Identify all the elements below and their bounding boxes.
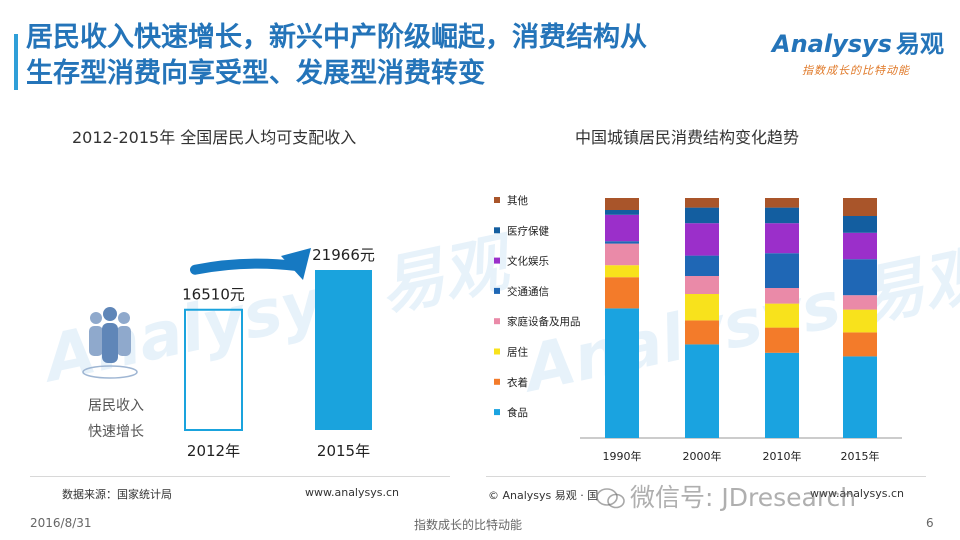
stack-segment-医疗保健 [765,207,799,224]
stack-segment-其他 [765,198,799,208]
website-url-right[interactable]: www.analysys.cn [810,487,904,500]
stack-segment-交通通信 [605,241,639,244]
stack-segment-文化娱乐 [685,223,719,256]
bar-2015年 [315,270,372,430]
left-chart-title: 2012-2015年 全国居民人均可支配收入 [72,128,357,147]
income-bar-chart: 16510元 2012年 21966元 2015年 [182,246,375,460]
stack-segment-衣着 [605,277,639,309]
report-date: 2016/8/31 [30,516,92,530]
people-group-icon [82,307,138,379]
legend-label: 医疗保健 [507,224,549,237]
data-source: 数据来源：国家统计局 [62,488,172,501]
stack-segment-食品 [843,356,877,438]
stack-segment-食品 [765,352,799,438]
bar-category-label: 2012年 [187,442,240,460]
stack-segment-医疗保健 [843,216,877,233]
legend-swatch [494,409,500,416]
legend-swatch [494,318,500,325]
people-caption: 居民收入 快速增长 [76,393,156,445]
stack-segment-居住 [843,309,877,333]
wechat-watermark: 微信号: JDresearch [596,478,856,514]
stack-segment-其他 [605,198,639,210]
x-tick-label: 2015年 [841,449,880,463]
bar-value-label: 16510元 [182,286,245,304]
right-footer-divider [486,476,926,477]
stack-segment-文化娱乐 [843,232,877,260]
stack-segment-其他 [685,198,719,208]
stack-segment-食品 [685,344,719,438]
analysys-logo: Analysys 易观 指数成长的比特动能 [772,24,952,84]
left-footer-divider [30,476,450,477]
legend-swatch [494,378,500,385]
stack-segment-交通通信 [685,255,719,276]
legend-label: 衣着 [507,376,528,389]
legend-label: 其他 [507,194,528,207]
legend-label: 交通通信 [507,285,549,298]
bar-2012年 [184,308,243,432]
legend-swatch [494,287,500,294]
stack-segment-衣着 [685,320,719,345]
stack-segment-居住 [765,303,799,328]
logo-name: Analysys [772,30,892,58]
stack-segment-衣着 [765,327,799,353]
page-title: 居民收入快速增长，新兴中产阶级崛起，消费结构从 生存型消费向享受型、发展型消费转… [26,22,647,89]
website-url-left[interactable]: www.analysys.cn [305,486,399,499]
x-tick-label: 2010年 [763,449,802,463]
bar-value-label: 21966元 [312,246,375,264]
stack-segment-食品 [605,308,639,438]
legend-swatch [494,257,500,264]
title-accent-bar [14,34,18,90]
logo-name-cn: 易观 [895,30,944,58]
stack-segment-衣着 [843,332,877,357]
x-tick-label: 2000年 [683,449,722,463]
stack-segment-居住 [685,294,719,321]
logo-slogan: 指数成长的比特动能 [802,64,910,77]
legend-label: 家庭设备及用品 [507,315,581,328]
stack-segment-其他 [843,198,877,216]
stack-segment-医疗保健 [605,210,639,215]
stack-segment-家庭设备及用品 [765,288,799,304]
growth-arrow-shaft [190,258,302,275]
stack-segment-文化娱乐 [605,214,639,242]
stack-segment-家庭设备及用品 [605,243,639,266]
bar-category-label: 2015年 [317,442,370,460]
stack-segment-交通通信 [843,259,877,296]
page-number: 6 [926,516,934,530]
stack-segment-医疗保健 [685,207,719,224]
wechat-id: 微信号: JDresearch [630,483,857,512]
wechat-icon [596,488,625,509]
people-caption-line1: 居民收入 [88,398,144,414]
footer-slogan: 指数成长的比特动能 [414,518,523,532]
copyright: © Analysys 易观 · 国 [488,489,599,502]
people-caption-line2: 快速增长 [88,424,144,440]
stack-segment-家庭设备及用品 [685,276,719,294]
stack-segment-交通通信 [765,253,799,288]
legend-label: 居住 [507,346,528,359]
stack-segment-家庭设备及用品 [843,295,877,310]
right-chart-title: 中国城镇居民消费结构变化趋势 [575,128,800,147]
legend-swatch [494,348,500,355]
growth-arrow-head [281,248,311,280]
stack-segment-文化娱乐 [765,223,799,254]
x-tick-label: 1990年 [603,449,642,463]
legend-swatch [494,197,500,203]
stack-segment-居住 [605,265,639,278]
legend-label: 文化娱乐 [507,255,549,268]
legend-swatch [494,227,500,234]
legend-label: 食品 [507,406,528,419]
